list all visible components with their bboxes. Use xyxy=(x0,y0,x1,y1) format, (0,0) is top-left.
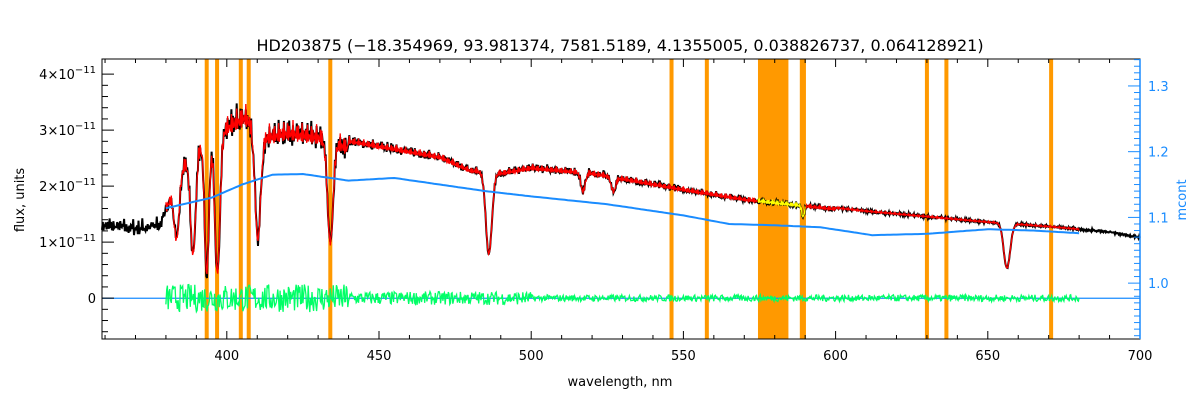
masked-line xyxy=(799,59,804,339)
masked-line xyxy=(704,59,709,339)
y2-tick-label: 1.2 xyxy=(1148,146,1169,161)
axes: 400 450 500 550 600 650 700 0 1×10−11 2×10−11 3×10… xyxy=(39,59,1169,364)
y-tick-label: 1×10−11 xyxy=(39,233,96,251)
residual-spectrum xyxy=(165,283,1080,314)
x-tick-label: 500 xyxy=(519,349,544,364)
x-tick-label: 700 xyxy=(1128,349,1153,364)
y2-axis-label: mcont xyxy=(1175,179,1190,220)
observed-spectrum xyxy=(101,103,1141,279)
y2-tick-label: 1.0 xyxy=(1148,277,1169,292)
x-tick-label: 600 xyxy=(823,349,848,364)
y-tick-label: 2×10−11 xyxy=(39,177,96,195)
curves xyxy=(101,103,1141,314)
masked-line xyxy=(238,59,243,339)
y2-tick-label: 1.1 xyxy=(1148,211,1169,226)
x-tick-label: 550 xyxy=(671,349,696,364)
y2-tick-label: 1.3 xyxy=(1148,80,1169,95)
y-tick-label: 0 xyxy=(88,292,96,307)
x-tick-label: 450 xyxy=(367,349,392,364)
chart-title: HD203875 (−18.354969, 93.981374, 7581.51… xyxy=(256,36,983,55)
masked-line xyxy=(669,59,674,339)
y-axis-label: flux, units xyxy=(13,168,28,233)
model-spectrum-masked xyxy=(757,197,806,218)
y-tick-label: 4×10−11 xyxy=(39,65,96,83)
x-tick-label: 650 xyxy=(975,349,1000,364)
model-spectrum xyxy=(165,103,758,275)
masked-line xyxy=(924,59,929,339)
x-tick-label: 400 xyxy=(214,349,239,364)
masked-line xyxy=(328,59,333,339)
x-axis-label: wavelength, nm xyxy=(568,375,673,390)
masked-line xyxy=(215,59,220,339)
y-tick-label: 3×10−11 xyxy=(39,121,96,139)
masked-line xyxy=(801,59,806,339)
continuum-curve xyxy=(165,172,1080,237)
masked-line xyxy=(1049,59,1054,339)
masked-line xyxy=(246,59,251,339)
model-spectrum xyxy=(805,202,1080,269)
masked-line xyxy=(944,59,949,339)
